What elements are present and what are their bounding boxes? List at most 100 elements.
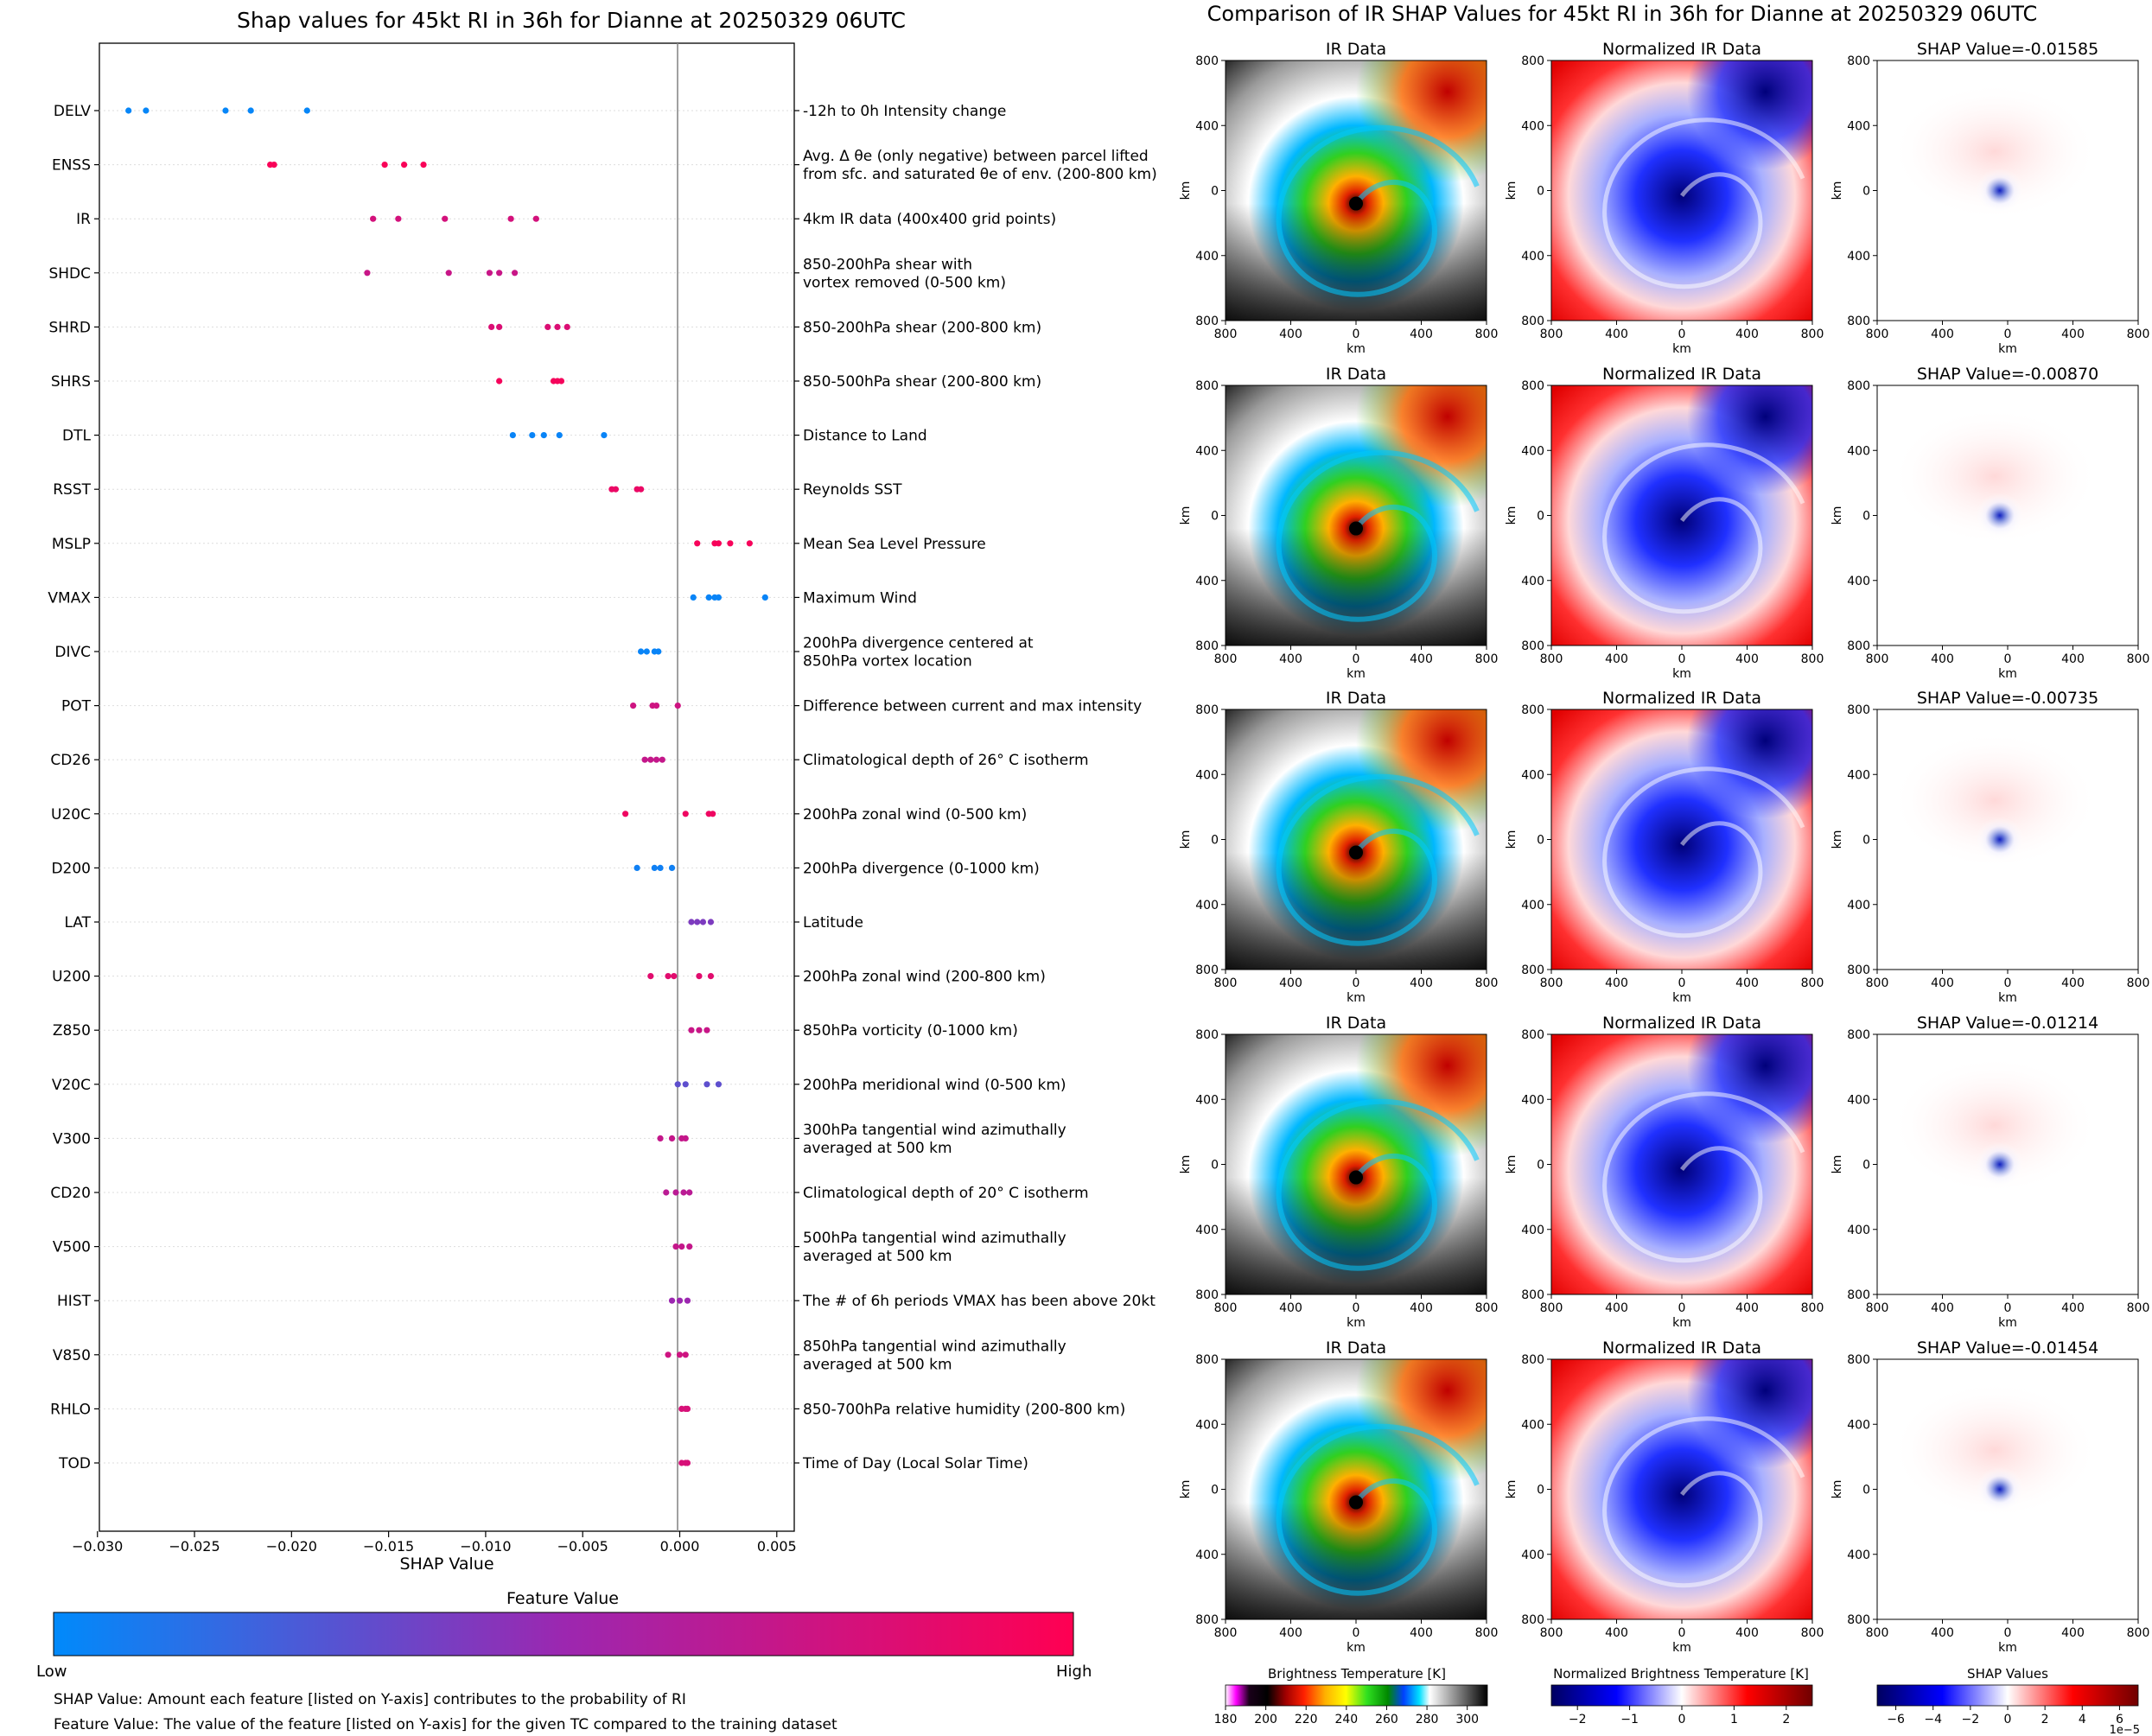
- shap-point: [653, 756, 660, 763]
- cbar-tick-label: 180: [1214, 1713, 1238, 1726]
- feature-name-label: CD20: [50, 1185, 91, 1202]
- panel-y-tick-label: 800: [1521, 1613, 1544, 1627]
- feature-description: 850hPa vortex location: [803, 653, 972, 671]
- panel-x-tick-label: 0: [1353, 1301, 1360, 1315]
- x-tick-label: 0.000: [660, 1538, 700, 1555]
- feature-description: 4km IR data (400x400 grid points): [803, 211, 1056, 228]
- panel-x-tick-label: 800: [1475, 1301, 1499, 1315]
- panel-y-tick-label: 400: [1847, 575, 1870, 588]
- feature-name-label: IR: [76, 211, 91, 228]
- shap-point: [746, 540, 753, 547]
- panel-y-tick-label: 800: [1847, 379, 1870, 393]
- feature-description: from sfc. and saturated θe of env. (200-…: [803, 166, 1157, 183]
- ir-image-shade: [1226, 1359, 1487, 1619]
- panel-x-tick-label: 800: [1801, 1626, 1824, 1640]
- shap-point: [370, 215, 377, 222]
- panel-x-tick-label: 400: [1735, 976, 1759, 990]
- panel-title-ir: IR Data: [1326, 689, 1386, 708]
- cbar-tick-label: 2: [1782, 1713, 1790, 1726]
- shap-point: [540, 432, 547, 439]
- panel-x-tick-label: 800: [2127, 1301, 2150, 1315]
- normalized-spiral-band: [1602, 1416, 1805, 1588]
- panel-y-tick-label: 800: [1195, 703, 1219, 717]
- panel-title-normalized: Normalized IR Data: [1602, 1014, 1761, 1033]
- feature-name-label: HIST: [57, 1293, 92, 1310]
- shap-point: [665, 973, 672, 980]
- panel-y-axis-label: km: [1830, 506, 1844, 525]
- panel-x-tick-label: 800: [1214, 652, 1238, 666]
- feature-description: 200hPa divergence (0-1000 km): [803, 860, 1040, 877]
- shap-point: [653, 703, 660, 709]
- feature-description: The # of 6h periods VMAX has been above …: [802, 1293, 1156, 1310]
- shap-positive-region: [1890, 82, 2098, 221]
- shap-point: [682, 1135, 689, 1141]
- shap-point: [676, 1351, 684, 1358]
- panel-x-tick-label: 400: [1279, 327, 1302, 341]
- panel-x-tick-label: 400: [1279, 976, 1302, 990]
- feature-colorbar: [53, 1612, 1074, 1657]
- ir-eye: [1349, 521, 1363, 536]
- panel-x-tick-label: 800: [1866, 1626, 1889, 1640]
- shap-point: [684, 1297, 691, 1304]
- shap-point: [554, 323, 561, 330]
- panel-x-tick-label: 800: [1540, 1626, 1563, 1640]
- panel-x-axis-label: km: [1672, 1641, 1691, 1655]
- shap-point: [761, 594, 768, 601]
- shap-point: [303, 107, 310, 114]
- panel-x-tick-label: 0: [2004, 976, 2012, 990]
- cbar-tick-label: −6: [1887, 1713, 1905, 1726]
- shap-negative-center: [1975, 1141, 2024, 1187]
- panel-x-tick-label: 0: [2004, 1301, 2012, 1315]
- feature-description: 850-500hPa shear (200-800 km): [803, 373, 1041, 391]
- feature-description: 500hPa tangential wind azimuthally: [803, 1230, 1066, 1247]
- panel-x-tick-label: 400: [2061, 652, 2085, 666]
- cbar-tick-label: 6: [2116, 1713, 2123, 1726]
- panel-title-normalized: Normalized IR Data: [1602, 40, 1761, 59]
- footnote-shap: SHAP Value: Amount each feature [listed …: [54, 1691, 686, 1708]
- shap-point: [672, 1243, 679, 1250]
- normalized-spiral-band: [1602, 766, 1805, 938]
- panel-x-tick-label: 800: [1214, 327, 1238, 341]
- panel-x-tick-label: 800: [2127, 1626, 2150, 1640]
- shap-point: [488, 323, 495, 330]
- panel-x-tick-label: 400: [1279, 652, 1302, 666]
- feature-name-label: CD26: [50, 752, 91, 769]
- shap-point: [544, 323, 551, 330]
- panel-x-tick-label: 400: [1931, 327, 1954, 341]
- shap-point: [601, 432, 608, 439]
- shap-point: [715, 1081, 723, 1088]
- panel-y-axis-label: km: [1505, 1480, 1518, 1499]
- cbar-tick-label: 1: [1730, 1713, 1738, 1726]
- panel-y-tick-label: 400: [1195, 1548, 1219, 1562]
- shap-positive-region: [1890, 1381, 2098, 1520]
- panel-y-tick-label: 800: [1521, 1028, 1544, 1042]
- panel-y-tick-label: 0: [1211, 1159, 1219, 1173]
- panel-y-tick-label: 400: [1195, 575, 1219, 588]
- panel-x-tick-label: 800: [1801, 652, 1824, 666]
- panel-y-axis-label: km: [1179, 181, 1193, 200]
- panel-title-shap: SHAP Value=-0.01585: [1917, 40, 2098, 59]
- feature-description: averaged at 500 km: [803, 1140, 952, 1157]
- panel-y-tick-label: 400: [1521, 1548, 1544, 1562]
- panel-x-tick-label: 800: [1475, 652, 1499, 666]
- ir-eye: [1349, 196, 1363, 211]
- panel-x-tick-label: 0: [1678, 1301, 1686, 1315]
- shap-point: [686, 1243, 693, 1250]
- panel-y-tick-label: 800: [1521, 379, 1544, 393]
- feature-description: Avg. Δ θe (only negative) between parcel…: [803, 148, 1149, 165]
- shap-positive-region: [1890, 731, 2098, 870]
- feature-description: 200hPa divergence centered at: [803, 635, 1034, 652]
- panel-x-tick-label: 800: [1866, 652, 1889, 666]
- panel-y-tick-label: 800: [1847, 315, 1870, 328]
- panel-x-tick-label: 400: [1735, 327, 1759, 341]
- shap-point: [509, 432, 516, 439]
- shap-point: [704, 1027, 710, 1033]
- cbar3-label: SHAP Values: [1967, 1666, 2048, 1682]
- feature-description: Difference between current and max inten…: [803, 698, 1142, 715]
- shap-point: [686, 1189, 693, 1196]
- cbar-tick-label: 220: [1295, 1713, 1318, 1726]
- feature-name-label: DELV: [54, 103, 91, 120]
- panel-y-tick-label: 0: [1537, 834, 1544, 848]
- panel-x-tick-label: 400: [1410, 1301, 1433, 1315]
